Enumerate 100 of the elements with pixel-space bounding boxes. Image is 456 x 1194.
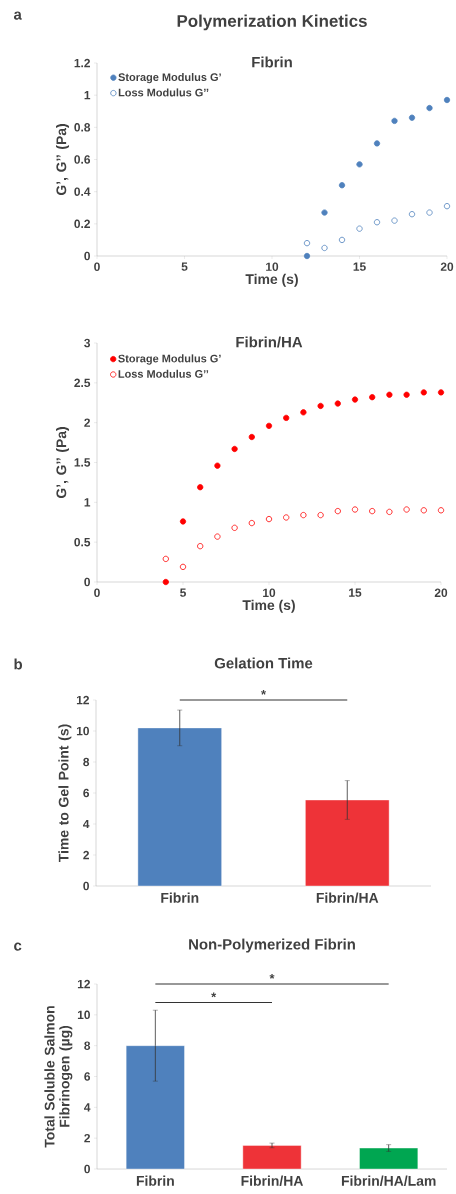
point [162, 578, 169, 586]
x-tick-label: 15 [349, 588, 362, 597]
chart-title: Fibrin/HA [236, 336, 303, 348]
x-tick-label: 20 [440, 262, 454, 271]
text: Polymerization Kinetics [177, 14, 367, 31]
y-tick-label: 1 [84, 91, 91, 100]
point [420, 507, 427, 514]
y-tick-label: 8 [84, 1041, 91, 1050]
point [248, 433, 255, 441]
point [179, 563, 187, 570]
point [300, 409, 307, 416]
point [356, 225, 363, 232]
y-tick-label: 2 [84, 1134, 90, 1143]
bar [125, 1045, 185, 1170]
y-tick-label: 0.4 [74, 187, 91, 196]
y-tick-label: 1.2 [74, 58, 90, 68]
y-tick-label: 4 [84, 1103, 91, 1112]
point [283, 414, 290, 421]
point [386, 508, 393, 515]
point [420, 389, 427, 396]
point [248, 519, 255, 527]
point [214, 462, 221, 469]
bar [242, 1145, 302, 1170]
point [265, 515, 273, 523]
y-tick-label: 4 [83, 819, 90, 829]
point [351, 506, 359, 513]
point [231, 445, 238, 453]
point [391, 217, 398, 224]
point [369, 508, 376, 515]
point [443, 203, 451, 210]
point [197, 484, 204, 491]
point [197, 543, 204, 550]
text: b [14, 658, 23, 670]
y-tick-label: 0 [83, 881, 89, 891]
x-tick-label: Fibrin/HA [241, 1175, 304, 1186]
point [426, 209, 433, 216]
point [214, 533, 221, 540]
y-tick-label: 0.8 [74, 123, 91, 132]
point [334, 508, 341, 515]
point [437, 507, 445, 514]
x-axis-title: Time (s) [242, 599, 295, 613]
y-tick-label: 0 [84, 1164, 90, 1174]
point [408, 211, 416, 218]
point [443, 96, 451, 104]
y-tick-label: 0.5 [74, 537, 91, 547]
point [321, 244, 328, 252]
point [408, 114, 416, 121]
text: c [14, 942, 22, 951]
point [369, 394, 376, 401]
x-tick-label: 5 [181, 262, 188, 271]
point [386, 391, 393, 398]
legend-label: Loss Modulus G’’ [118, 88, 209, 97]
chart-title: Non-Polymerized Fibrin [189, 938, 355, 953]
y-tick-label: 0 [84, 251, 90, 261]
chart-title: Gelation Time [214, 657, 313, 669]
x-tick-label: 15 [353, 262, 366, 271]
x-tick-label: 10 [266, 262, 279, 271]
y-tick-label: 2.5 [74, 378, 91, 388]
annotation: * [211, 992, 217, 998]
point [403, 506, 410, 513]
y-tick-label: 10 [77, 1010, 90, 1020]
y-tick-label: 10 [76, 726, 89, 736]
y-tick-label: 12 [76, 695, 89, 705]
x-tick-label: Fibrin/HA/Lam [341, 1175, 436, 1186]
point [300, 511, 307, 519]
x-tick-label: 20 [434, 588, 448, 597]
point [373, 219, 381, 226]
point [265, 422, 273, 429]
y-tick-label: 3 [84, 338, 91, 348]
point [338, 236, 346, 244]
point [162, 555, 169, 562]
y-tick-label: 2 [84, 418, 90, 427]
y-axis-title: Total Soluble Salmon Fibrinogen (µg) [44, 1006, 73, 1148]
point [283, 514, 290, 521]
y-tick-label: 2 [83, 850, 89, 860]
x-tick-label: 5 [180, 588, 186, 597]
point [391, 117, 398, 124]
text: * [261, 689, 267, 695]
y-axis-title: G’, G’’ (Pa) [56, 427, 70, 499]
point [403, 391, 410, 398]
bar [359, 1147, 419, 1170]
point [231, 524, 238, 531]
x-tick-label: Fibrin [136, 1175, 174, 1186]
text: a [13, 11, 22, 20]
y-tick-label: 12 [77, 979, 90, 989]
point [317, 402, 324, 410]
point [303, 240, 311, 247]
y-tick-label: 6 [83, 788, 90, 798]
y-tick-label: 6 [84, 1072, 91, 1081]
legend-label: Loss Modulus G’’ [118, 369, 209, 378]
y-tick-label: 1.5 [74, 458, 91, 467]
point [373, 140, 381, 147]
y-axis-title: G’, G’’ (Pa) [56, 124, 70, 196]
text: * [269, 973, 275, 979]
y-tick-label: 0.6 [74, 155, 91, 164]
y-tick-label: 0.2 [74, 219, 90, 229]
x-tick-label: 10 [263, 588, 276, 597]
legend-label: Storage Modulus G’ [118, 72, 221, 84]
y-tick-label: 8 [83, 757, 90, 767]
y-tick-label: 0 [84, 577, 90, 587]
